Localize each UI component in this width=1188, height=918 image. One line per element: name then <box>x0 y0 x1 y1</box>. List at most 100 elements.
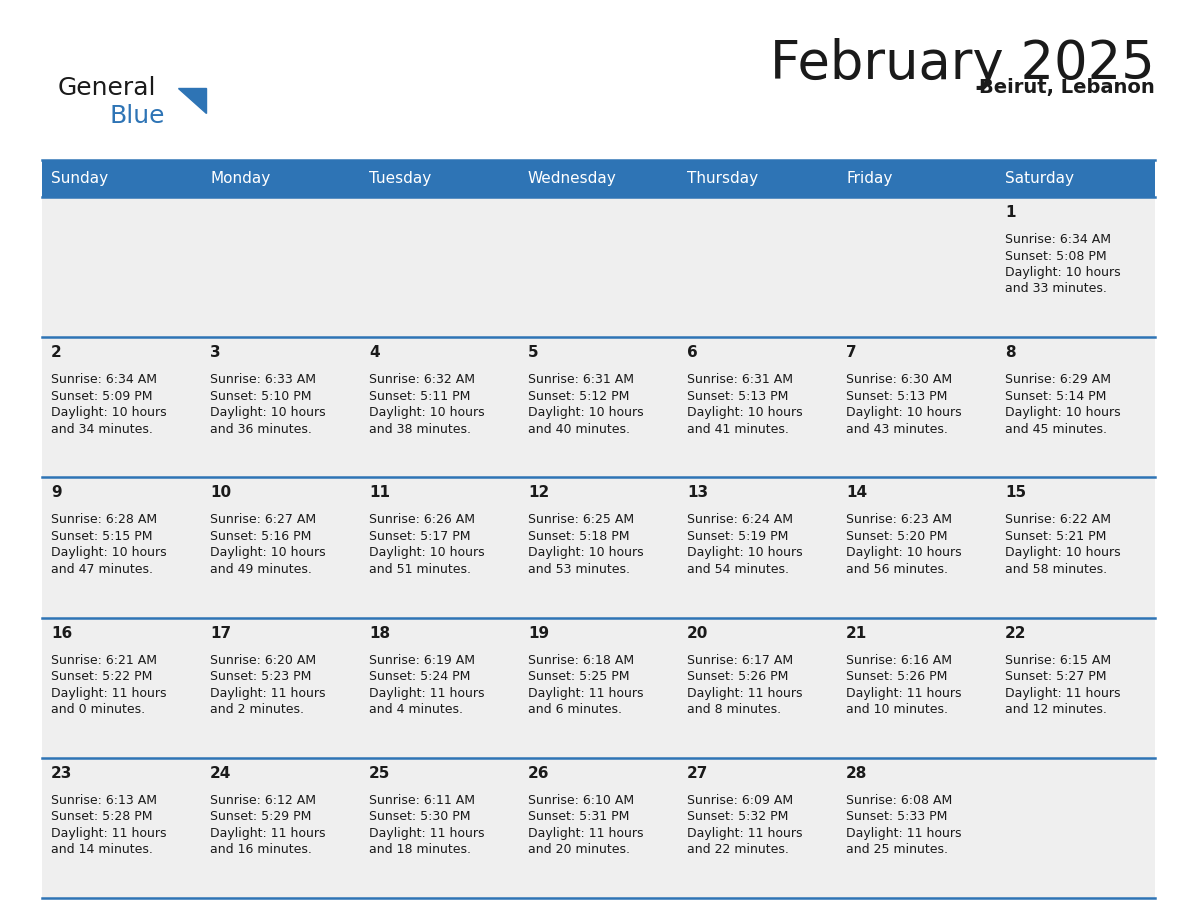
Text: Sunset: 5:13 PM: Sunset: 5:13 PM <box>687 390 789 403</box>
Text: and 45 minutes.: and 45 minutes. <box>1005 422 1107 436</box>
Text: Sunset: 5:30 PM: Sunset: 5:30 PM <box>369 811 470 823</box>
Text: 21: 21 <box>846 625 867 641</box>
Text: Sunrise: 6:08 AM: Sunrise: 6:08 AM <box>846 794 953 807</box>
Text: and 47 minutes.: and 47 minutes. <box>51 563 153 576</box>
Text: Daylight: 10 hours: Daylight: 10 hours <box>687 406 803 420</box>
Text: 23: 23 <box>51 766 72 781</box>
Text: 16: 16 <box>51 625 72 641</box>
Text: 4: 4 <box>369 345 380 360</box>
Text: 7: 7 <box>846 345 857 360</box>
Bar <box>519 757 678 898</box>
Text: Sunset: 5:31 PM: Sunset: 5:31 PM <box>527 811 630 823</box>
Bar <box>42 477 201 618</box>
Text: and 18 minutes.: and 18 minutes. <box>369 844 470 856</box>
Bar <box>201 337 360 477</box>
Text: 27: 27 <box>687 766 708 781</box>
Text: Sunrise: 6:15 AM: Sunrise: 6:15 AM <box>1005 654 1111 666</box>
Text: Sunset: 5:25 PM: Sunset: 5:25 PM <box>527 670 630 683</box>
Text: 20: 20 <box>687 625 708 641</box>
Text: Sunset: 5:13 PM: Sunset: 5:13 PM <box>846 390 947 403</box>
Text: and 36 minutes.: and 36 minutes. <box>210 422 312 436</box>
Text: and 16 minutes.: and 16 minutes. <box>210 844 312 856</box>
Text: Friday: Friday <box>846 171 892 186</box>
Text: Daylight: 10 hours: Daylight: 10 hours <box>51 406 166 420</box>
Text: and 38 minutes.: and 38 minutes. <box>369 422 470 436</box>
Text: Sunset: 5:26 PM: Sunset: 5:26 PM <box>846 670 947 683</box>
Bar <box>678 197 838 337</box>
Text: Sunrise: 6:22 AM: Sunrise: 6:22 AM <box>1005 513 1111 526</box>
Text: 11: 11 <box>369 486 390 500</box>
Text: Sunset: 5:08 PM: Sunset: 5:08 PM <box>1005 250 1107 263</box>
Text: and 2 minutes.: and 2 minutes. <box>210 703 304 716</box>
Text: Sunrise: 6:20 AM: Sunrise: 6:20 AM <box>210 654 316 666</box>
Text: Daylight: 11 hours: Daylight: 11 hours <box>51 687 166 700</box>
Bar <box>42 197 201 337</box>
Text: Daylight: 10 hours: Daylight: 10 hours <box>687 546 803 559</box>
Text: Sunset: 5:24 PM: Sunset: 5:24 PM <box>369 670 470 683</box>
Bar <box>996 477 1155 618</box>
Text: Beirut, Lebanon: Beirut, Lebanon <box>979 78 1155 97</box>
Bar <box>838 197 996 337</box>
Text: Sunset: 5:29 PM: Sunset: 5:29 PM <box>210 811 311 823</box>
Text: 18: 18 <box>369 625 390 641</box>
Bar <box>838 757 996 898</box>
Text: Daylight: 11 hours: Daylight: 11 hours <box>210 827 326 840</box>
Text: Sunset: 5:15 PM: Sunset: 5:15 PM <box>51 530 152 543</box>
Bar <box>838 337 996 477</box>
Text: 24: 24 <box>210 766 232 781</box>
Text: and 10 minutes.: and 10 minutes. <box>846 703 948 716</box>
Text: 13: 13 <box>687 486 708 500</box>
Text: Sunset: 5:28 PM: Sunset: 5:28 PM <box>51 811 152 823</box>
Text: and 20 minutes.: and 20 minutes. <box>527 844 630 856</box>
Text: Sunset: 5:17 PM: Sunset: 5:17 PM <box>369 530 470 543</box>
Text: and 6 minutes.: and 6 minutes. <box>527 703 623 716</box>
Bar <box>360 757 519 898</box>
Text: Daylight: 10 hours: Daylight: 10 hours <box>846 406 961 420</box>
Text: and 51 minutes.: and 51 minutes. <box>369 563 470 576</box>
Text: Daylight: 10 hours: Daylight: 10 hours <box>527 546 644 559</box>
Bar <box>519 197 678 337</box>
Text: and 14 minutes.: and 14 minutes. <box>51 844 153 856</box>
Text: 8: 8 <box>1005 345 1016 360</box>
Text: 9: 9 <box>51 486 62 500</box>
Text: Sunset: 5:18 PM: Sunset: 5:18 PM <box>527 530 630 543</box>
Text: Daylight: 11 hours: Daylight: 11 hours <box>369 687 485 700</box>
Bar <box>678 618 838 757</box>
Text: and 0 minutes.: and 0 minutes. <box>51 703 145 716</box>
Text: 3: 3 <box>210 345 221 360</box>
Bar <box>678 477 838 618</box>
Text: Daylight: 11 hours: Daylight: 11 hours <box>687 827 803 840</box>
Text: Daylight: 11 hours: Daylight: 11 hours <box>846 827 961 840</box>
Text: Sunday: Sunday <box>51 171 108 186</box>
Text: Sunrise: 6:25 AM: Sunrise: 6:25 AM <box>527 513 634 526</box>
Text: and 53 minutes.: and 53 minutes. <box>527 563 630 576</box>
Text: Daylight: 10 hours: Daylight: 10 hours <box>1005 546 1120 559</box>
Text: Sunrise: 6:28 AM: Sunrise: 6:28 AM <box>51 513 157 526</box>
Text: Sunrise: 6:18 AM: Sunrise: 6:18 AM <box>527 654 634 666</box>
Text: Sunrise: 6:31 AM: Sunrise: 6:31 AM <box>527 374 634 386</box>
Text: Sunrise: 6:23 AM: Sunrise: 6:23 AM <box>846 513 952 526</box>
Text: Sunrise: 6:34 AM: Sunrise: 6:34 AM <box>51 374 157 386</box>
Bar <box>42 618 201 757</box>
Text: 28: 28 <box>846 766 867 781</box>
Text: Sunset: 5:09 PM: Sunset: 5:09 PM <box>51 390 152 403</box>
Text: Blue: Blue <box>110 104 165 128</box>
Text: Wednesday: Wednesday <box>527 171 617 186</box>
Text: 17: 17 <box>210 625 232 641</box>
Bar <box>996 197 1155 337</box>
Text: 12: 12 <box>527 486 549 500</box>
Text: Sunrise: 6:19 AM: Sunrise: 6:19 AM <box>369 654 475 666</box>
Bar <box>201 757 360 898</box>
Text: Sunrise: 6:30 AM: Sunrise: 6:30 AM <box>846 374 952 386</box>
Text: 25: 25 <box>369 766 391 781</box>
Text: Daylight: 10 hours: Daylight: 10 hours <box>1005 266 1120 279</box>
Text: Sunrise: 6:29 AM: Sunrise: 6:29 AM <box>1005 374 1111 386</box>
Text: and 4 minutes.: and 4 minutes. <box>369 703 463 716</box>
Text: Tuesday: Tuesday <box>369 171 431 186</box>
Text: Saturday: Saturday <box>1005 171 1074 186</box>
Text: Monday: Monday <box>210 171 270 186</box>
Text: Sunrise: 6:26 AM: Sunrise: 6:26 AM <box>369 513 475 526</box>
Text: 15: 15 <box>1005 486 1026 500</box>
Text: and 40 minutes.: and 40 minutes. <box>527 422 630 436</box>
Text: and 12 minutes.: and 12 minutes. <box>1005 703 1107 716</box>
